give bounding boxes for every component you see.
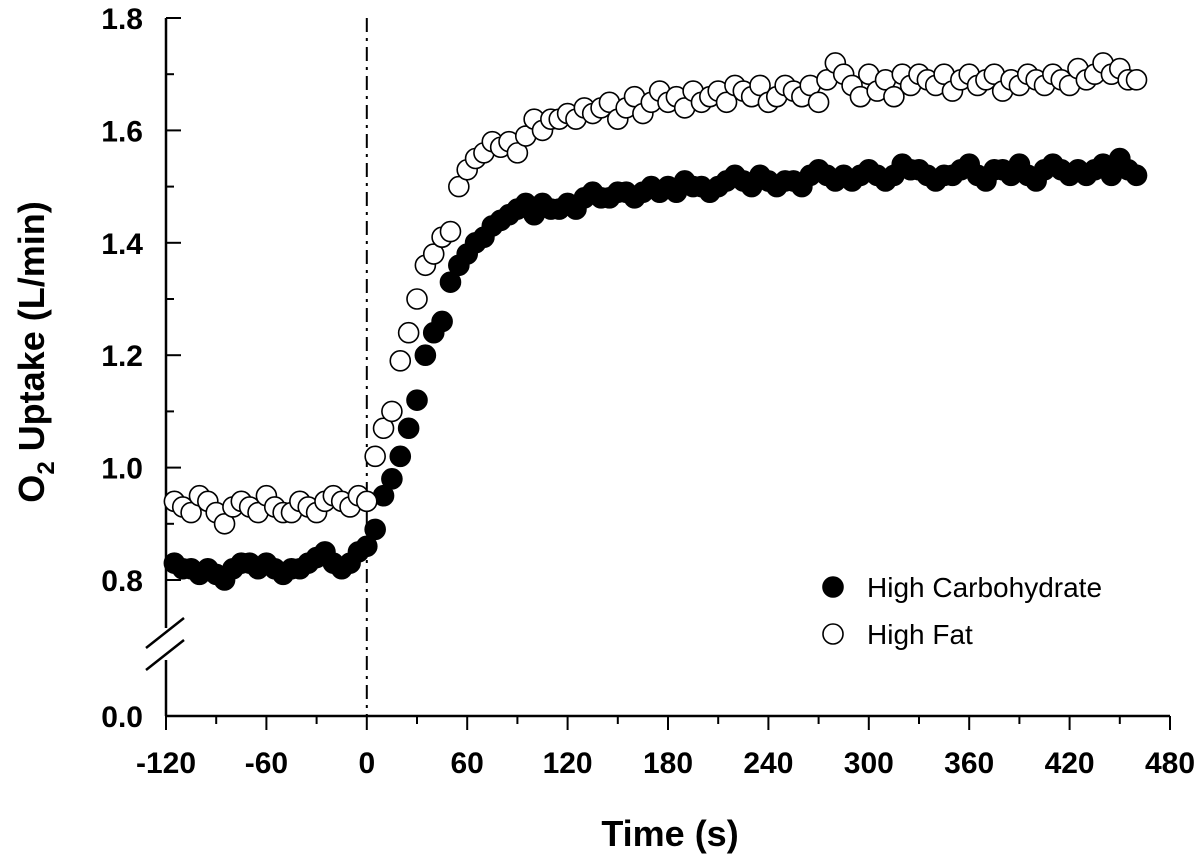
x-tick-label: 420 — [1045, 747, 1095, 780]
point-high-fat — [389, 350, 412, 372]
y-axis-title: O2 Uptake (L/min) — [11, 201, 60, 502]
x-tick-label: 60 — [451, 747, 484, 780]
x-tick-label: 120 — [543, 747, 593, 780]
point-high-fat — [213, 512, 236, 535]
point-high-carbohydrate — [381, 468, 403, 490]
y-tick-label: 1.4 — [101, 228, 143, 261]
point-high-carbohydrate — [406, 389, 428, 411]
legend: High Carbohydrate High Fat — [822, 572, 1102, 650]
y-tick-label-zero: 0.0 — [101, 701, 143, 734]
y-axis-title-main: O — [11, 475, 52, 503]
x-tick-label: -60 — [245, 747, 288, 780]
point-high-fat — [1125, 69, 1148, 91]
y-tick-label: 1.6 — [101, 115, 143, 148]
point-high-fat — [448, 175, 470, 198]
point-high-fat — [397, 321, 420, 344]
point-high-carbohydrate — [397, 417, 420, 440]
x-tick-label: 300 — [844, 747, 894, 780]
y-axis-title-rest: Uptake (L/min) — [11, 201, 52, 461]
point-high-fat — [807, 91, 830, 114]
point-high-fat — [506, 142, 529, 164]
point-high-carbohydrate — [439, 271, 462, 293]
point-high-fat — [372, 417, 395, 440]
point-high-fat — [422, 243, 445, 265]
x-tick-label: 480 — [1145, 747, 1195, 780]
point-high-carbohydrate — [389, 445, 412, 468]
y-tick-label: 1.8 — [101, 3, 143, 36]
y-tick-label: 0.8 — [101, 565, 143, 598]
point-high-carbohydrate — [1125, 164, 1148, 187]
axis-break-mark-2 — [145, 639, 185, 671]
y-axis-title-subscript: 2 — [33, 461, 60, 474]
point-high-carbohydrate — [355, 535, 378, 558]
x-tick-label: 0 — [358, 747, 375, 780]
x-tick-label: 240 — [743, 747, 793, 780]
point-high-fat — [406, 288, 428, 310]
point-high-fat — [364, 445, 386, 468]
axis-break-mark-1 — [145, 617, 185, 649]
y-tick-label: 1.0 — [101, 453, 143, 486]
y-tick-label: 1.2 — [101, 340, 143, 373]
x-axis: -120 -60 0 60 120 180 240 300 360 420 480 — [136, 714, 1195, 780]
series-high-carbohydrate — [163, 147, 1148, 591]
legend-marker-high-carbohydrate — [822, 576, 844, 598]
x-axis-title: Time (s) — [601, 813, 738, 854]
point-high-fat — [180, 501, 202, 524]
point-high-fat — [883, 85, 905, 108]
point-high-fat — [715, 91, 738, 114]
point-high-fat — [381, 400, 403, 423]
point-high-carbohydrate — [364, 518, 386, 541]
point-high-fat — [439, 220, 462, 243]
legend-label-high-carbohydrate: High Carbohydrate — [867, 572, 1102, 603]
y-ticks: 0.8 1.0 1.2 1.4 1.6 1.8 — [101, 3, 181, 598]
point-high-carbohydrate — [414, 344, 437, 367]
x-tick-label: -120 — [136, 747, 196, 780]
point-high-fat — [355, 490, 378, 513]
series-high-fat — [163, 52, 1148, 535]
legend-marker-high-fat — [822, 623, 844, 645]
x-ticks: -120 -60 0 60 120 180 240 300 360 420 480 — [136, 716, 1195, 780]
legend-label-high-fat: High Fat — [867, 619, 973, 650]
point-high-fat — [749, 74, 771, 97]
point-high-carbohydrate — [431, 310, 453, 333]
x-tick-label: 360 — [944, 747, 994, 780]
x-tick-label: 180 — [643, 747, 693, 780]
y-axis: 0.8 1.0 1.2 1.4 1.6 1.8 0.0 — [101, 3, 185, 734]
